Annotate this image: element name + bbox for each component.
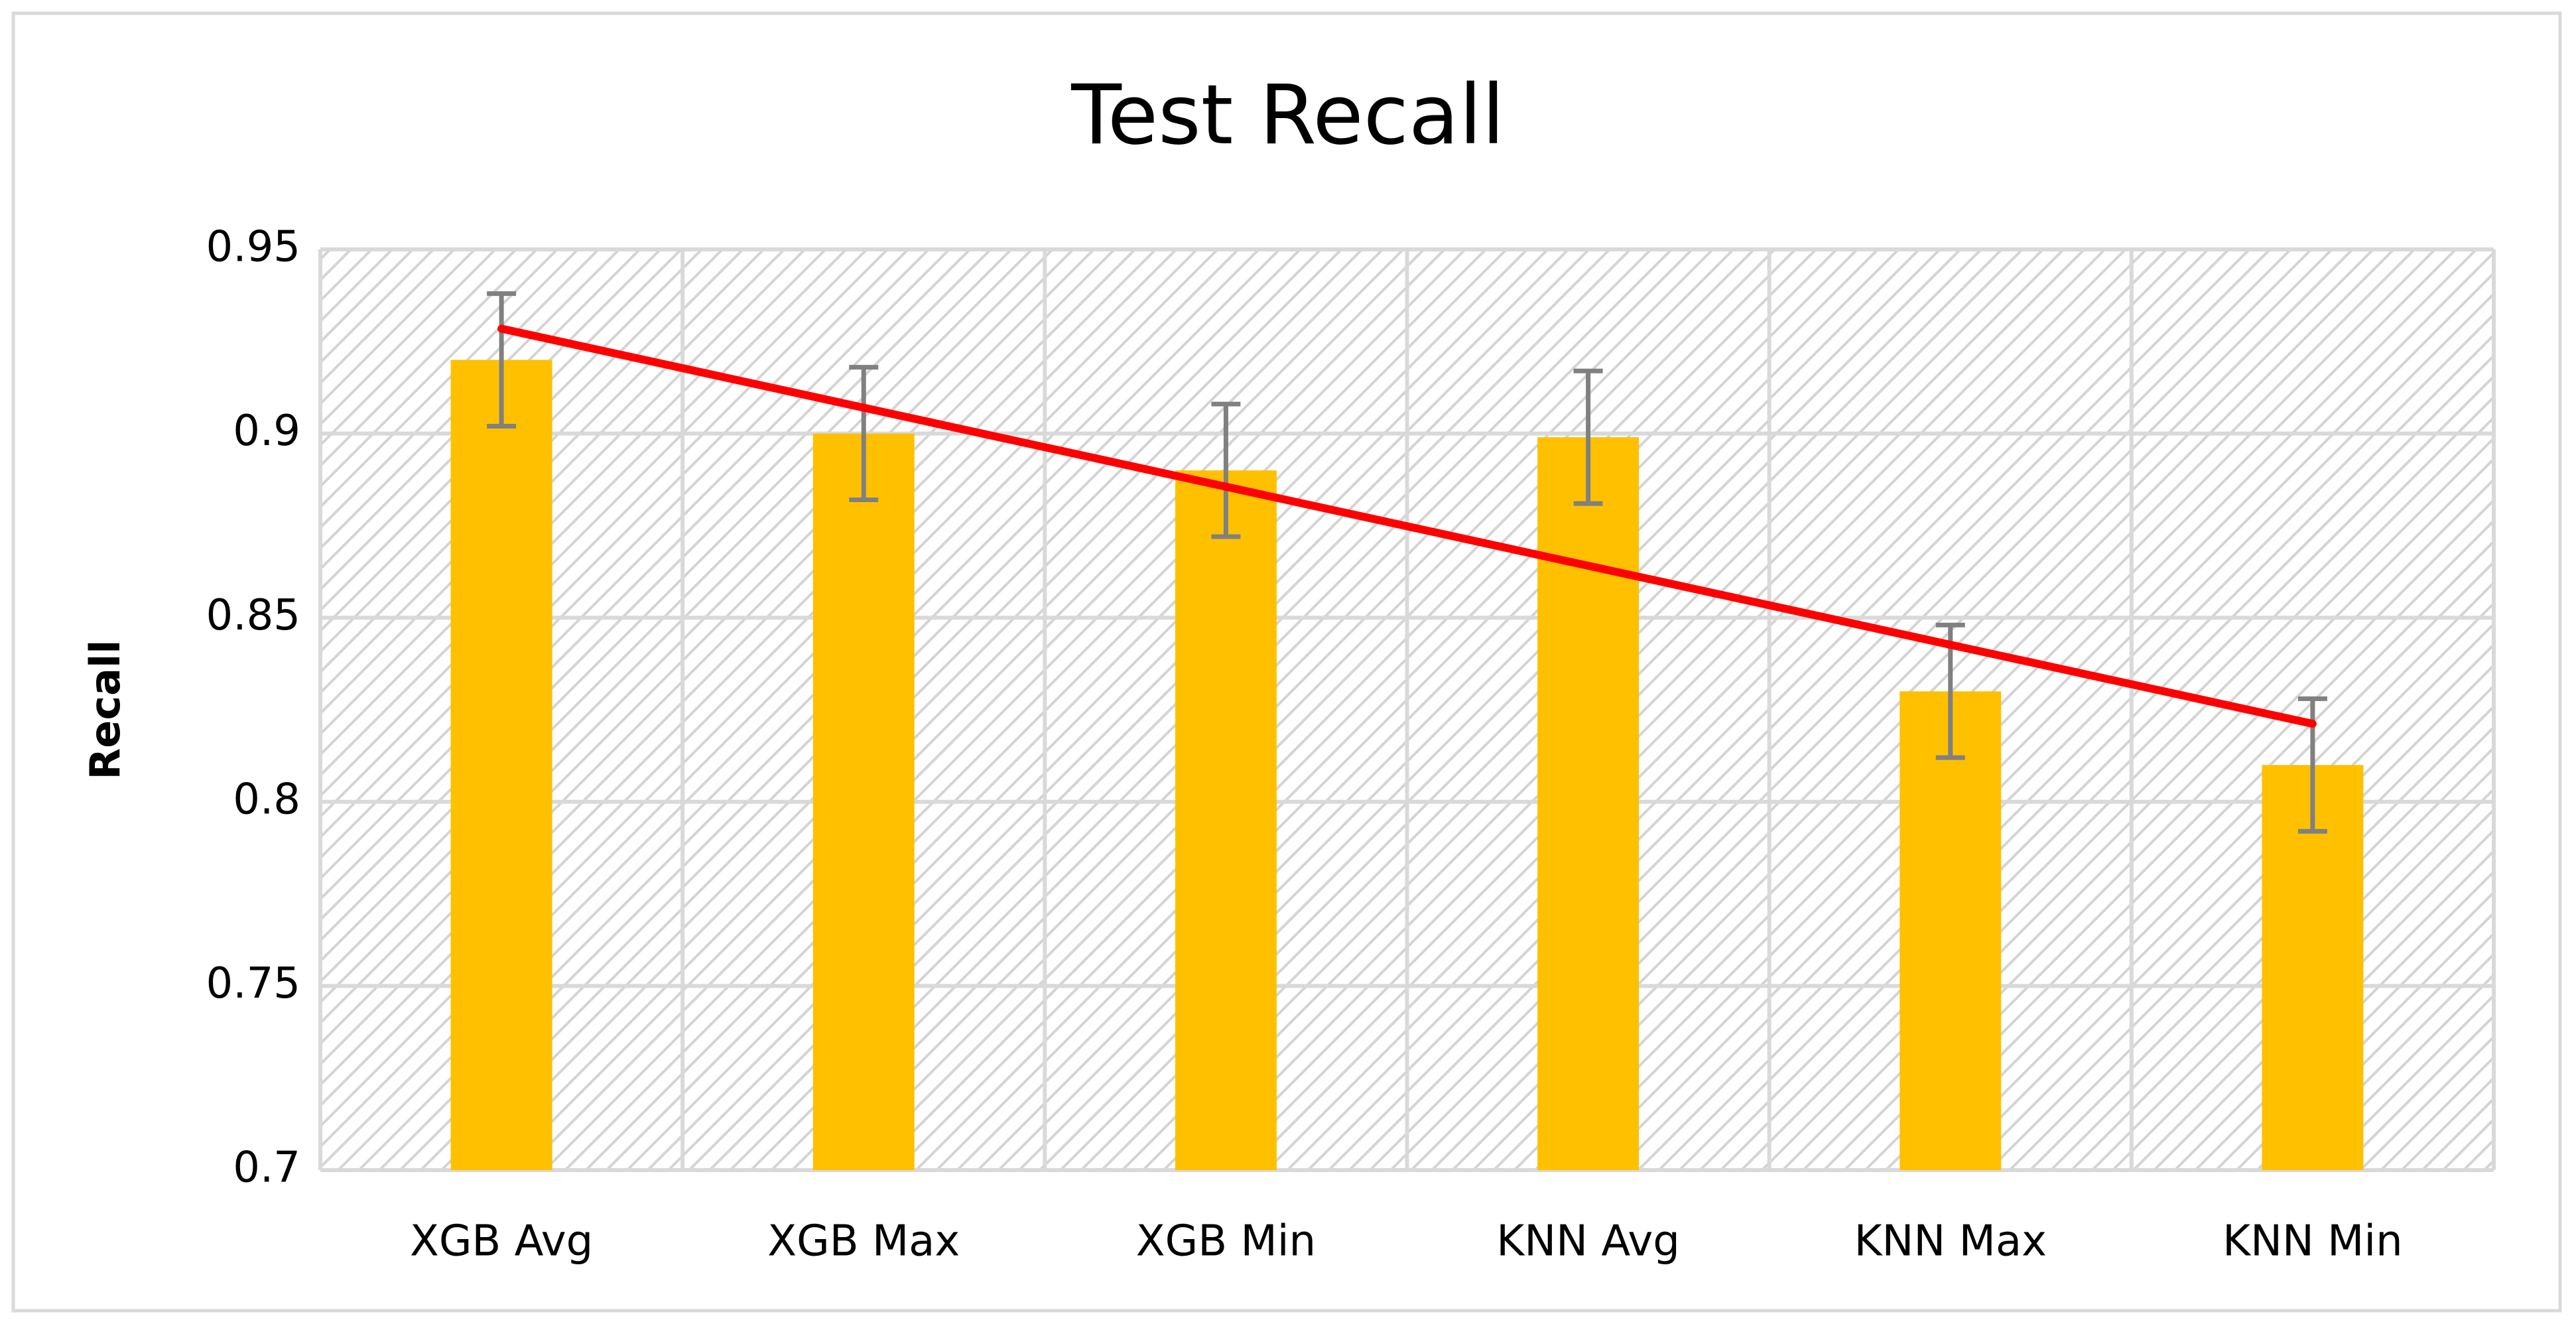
y-axis-label: Recall	[81, 640, 129, 780]
y-tick-label: 0.75	[206, 959, 301, 1008]
bar	[1900, 691, 2002, 1170]
x-tick-label: XGB Max	[767, 1217, 960, 1266]
bar	[450, 360, 552, 1170]
x-tick-label: XGB Avg	[410, 1217, 593, 1266]
x-tick-label: KNN Avg	[1496, 1217, 1680, 1266]
bar	[1537, 437, 1640, 1170]
x-tick-label: XGB Min	[1136, 1217, 1316, 1266]
x-tick-label: KNN Min	[2222, 1217, 2403, 1266]
y-tick-label: 0.8	[233, 775, 300, 824]
y-tick-label: 0.95	[206, 223, 301, 272]
x-tick-label: KNN Max	[1854, 1217, 2047, 1266]
bar	[812, 433, 915, 1170]
y-tick-label: 0.9	[233, 407, 300, 456]
chart-title: Test Recall	[1070, 68, 1505, 163]
y-tick-label: 0.85	[206, 591, 301, 640]
bar	[1175, 470, 1277, 1170]
y-tick-label: 0.7	[233, 1144, 300, 1193]
trendline	[497, 324, 2317, 728]
